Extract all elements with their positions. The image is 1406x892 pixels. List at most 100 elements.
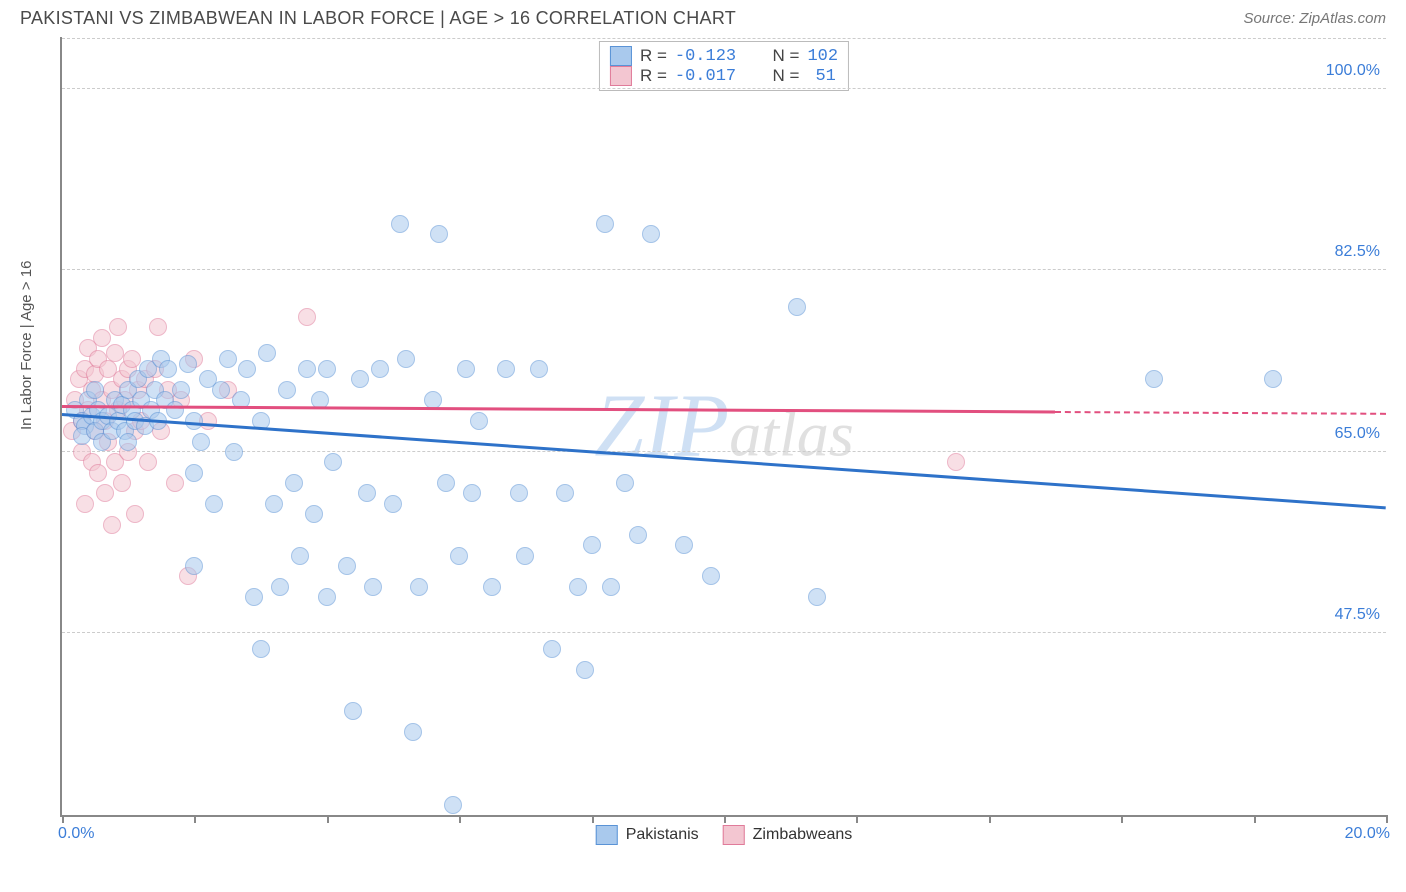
- chart-title: PAKISTANI VS ZIMBABWEAN IN LABOR FORCE |…: [20, 8, 736, 29]
- data-point: [159, 360, 177, 378]
- data-point: [616, 474, 634, 492]
- data-point: [113, 474, 131, 492]
- data-point: [430, 225, 448, 243]
- legend-label: Zimbabweans: [753, 826, 853, 844]
- data-point: [219, 350, 237, 368]
- data-point: [404, 723, 422, 741]
- data-point: [371, 360, 389, 378]
- stats-row: R = -0.017 N = 51: [610, 66, 838, 86]
- data-point: [298, 308, 316, 326]
- data-point: [556, 484, 574, 502]
- r-value: -0.017: [675, 67, 736, 86]
- data-point: [788, 298, 806, 316]
- data-point: [109, 318, 127, 336]
- legend-item: Pakistanis: [596, 825, 699, 845]
- data-point: [76, 495, 94, 513]
- data-point: [265, 495, 283, 513]
- data-point: [123, 350, 141, 368]
- gridline: [62, 88, 1386, 89]
- xtick: [592, 815, 594, 823]
- data-point: [185, 557, 203, 575]
- bottom-legend: Pakistanis Zimbabweans: [596, 825, 853, 845]
- data-point: [338, 557, 356, 575]
- data-point: [1145, 370, 1163, 388]
- data-point: [344, 702, 362, 720]
- data-point: [324, 453, 342, 471]
- r-label: R =: [640, 46, 667, 66]
- gridline: [62, 451, 1386, 452]
- source-attribution: Source: ZipAtlas.com: [1243, 10, 1386, 27]
- data-point: [602, 578, 620, 596]
- data-point: [543, 640, 561, 658]
- data-point: [245, 588, 263, 606]
- stats-row: R = -0.123 N = 102: [610, 46, 838, 66]
- xtick: [459, 815, 461, 823]
- data-point: [225, 443, 243, 461]
- xtick: [989, 815, 991, 823]
- xtick: [856, 815, 858, 823]
- legend-swatch: [596, 825, 618, 845]
- trendline: [62, 413, 1386, 509]
- data-point: [126, 505, 144, 523]
- data-point: [702, 567, 720, 585]
- data-point: [149, 318, 167, 336]
- ytick-label: 82.5%: [1335, 243, 1380, 261]
- data-point: [103, 516, 121, 534]
- data-point: [291, 547, 309, 565]
- data-point: [463, 484, 481, 502]
- data-point: [530, 360, 548, 378]
- data-point: [86, 381, 104, 399]
- data-point: [675, 536, 693, 554]
- data-point: [364, 578, 382, 596]
- data-point: [192, 433, 210, 451]
- data-point: [258, 344, 276, 362]
- data-point: [510, 484, 528, 502]
- data-point: [583, 536, 601, 554]
- data-point: [166, 474, 184, 492]
- data-point: [629, 526, 647, 544]
- data-point: [205, 495, 223, 513]
- xlim-label: 0.0%: [58, 825, 94, 843]
- data-point: [516, 547, 534, 565]
- data-point: [89, 464, 107, 482]
- r-label: R =: [640, 66, 667, 86]
- gridline: [62, 632, 1386, 633]
- data-point: [437, 474, 455, 492]
- data-point: [457, 360, 475, 378]
- xtick: [1121, 815, 1123, 823]
- y-axis-label: In Labor Force | Age > 16: [18, 261, 35, 430]
- data-point: [450, 547, 468, 565]
- data-point: [278, 381, 296, 399]
- scatter-chart: ZIPatlas R = -0.123 N = 102 R = -0.017 N…: [60, 37, 1386, 817]
- data-point: [947, 453, 965, 471]
- n-label: N =: [773, 46, 800, 66]
- xtick: [724, 815, 726, 823]
- data-point: [285, 474, 303, 492]
- data-point: [497, 360, 515, 378]
- n-value: 102: [807, 47, 838, 66]
- data-point: [179, 355, 197, 373]
- data-point: [318, 588, 336, 606]
- chart-header: PAKISTANI VS ZIMBABWEAN IN LABOR FORCE |…: [0, 0, 1406, 33]
- data-point: [569, 578, 587, 596]
- data-point: [318, 360, 336, 378]
- data-point: [96, 484, 114, 502]
- n-label: N =: [773, 66, 800, 86]
- trendline-extrapolated: [1055, 411, 1386, 415]
- ytick-label: 65.0%: [1335, 425, 1380, 443]
- xtick: [327, 815, 329, 823]
- data-point: [1264, 370, 1282, 388]
- data-point: [212, 381, 230, 399]
- data-point: [397, 350, 415, 368]
- data-point: [384, 495, 402, 513]
- legend-swatch: [610, 66, 632, 86]
- data-point: [596, 215, 614, 233]
- stats-legend: R = -0.123 N = 102 R = -0.017 N = 51: [599, 41, 849, 91]
- data-point: [444, 796, 462, 814]
- ytick-label: 47.5%: [1335, 606, 1380, 624]
- gridline: [62, 38, 1386, 39]
- data-point: [252, 640, 270, 658]
- data-point: [351, 370, 369, 388]
- data-point: [298, 360, 316, 378]
- data-point: [139, 453, 157, 471]
